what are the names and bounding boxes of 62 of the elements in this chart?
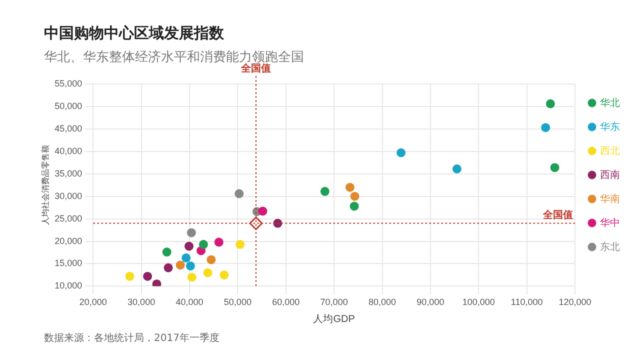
- x-tick-label: 70,000: [320, 297, 348, 308]
- y-tick-label: 45,000: [54, 123, 82, 134]
- x-tick-label: 120,000: [558, 297, 592, 308]
- point: [186, 261, 195, 270]
- point: [258, 206, 268, 216]
- legend-label: 华南: [600, 192, 620, 205]
- legend-label: 西北: [600, 144, 620, 157]
- y-tick-label: 35,000: [54, 168, 82, 178]
- ref-line-label: 全国值: [542, 208, 573, 221]
- y-tick-label: 30,000: [54, 190, 82, 201]
- legend-label: 华中: [600, 216, 620, 229]
- y-axis-title: 人均社会消费品零售额: [41, 145, 50, 226]
- point: [350, 202, 359, 211]
- point: [143, 272, 152, 281]
- x-tick-label: 20,000: [79, 297, 107, 308]
- y-tick-label: 20,000: [54, 236, 82, 246]
- point: [186, 228, 196, 238]
- point: [234, 189, 244, 198]
- point: [220, 270, 229, 280]
- y-tick-label: 50,000: [54, 100, 82, 111]
- legend-label: 华北: [600, 96, 620, 109]
- point: [396, 148, 406, 158]
- y-tick-label: 40,000: [54, 146, 82, 156]
- x-tick-label: 110,000: [510, 297, 543, 308]
- x-tick-label: 100,000: [462, 297, 495, 308]
- x-tick-label: 30,000: [128, 297, 156, 308]
- point: [184, 242, 194, 251]
- legend-label: 西南: [600, 168, 620, 181]
- point: [206, 255, 216, 264]
- y-tick-label: 55,000: [54, 78, 82, 88]
- x-tick-label: 90,000: [416, 297, 444, 308]
- y-tick-label: 10,000: [54, 280, 82, 291]
- x-tick-label: 80,000: [368, 297, 396, 308]
- point: [203, 268, 212, 278]
- point: [164, 263, 173, 272]
- legend-label: 东北: [600, 240, 620, 253]
- point: [152, 279, 162, 286]
- point: [550, 163, 560, 172]
- point: [320, 186, 330, 196]
- x-tick-label: 60,000: [272, 297, 300, 308]
- point: [345, 182, 354, 192]
- point: [176, 260, 185, 270]
- point: [546, 99, 555, 108]
- x-tick-label: 40,000: [176, 297, 204, 308]
- point: [350, 192, 360, 201]
- legend-label: 华东: [600, 120, 620, 133]
- point: [182, 253, 191, 262]
- point: [214, 238, 224, 247]
- point: [162, 248, 172, 257]
- source-note: 数据来源：各地统计局，2017年一季度: [44, 332, 220, 345]
- x-axis-title: 人均GDP: [313, 312, 356, 325]
- point: [198, 240, 208, 249]
- y-tick-label: 25,000: [54, 213, 82, 224]
- point: [187, 272, 196, 282]
- chart-title: 中国购物中心区域发展指数: [44, 24, 224, 43]
- point: [236, 240, 245, 249]
- point: [452, 164, 462, 174]
- y-tick-label: 15,000: [54, 258, 82, 268]
- point: [541, 123, 550, 132]
- ref-line-label: 全国值: [240, 62, 271, 75]
- x-tick-label: 50,000: [224, 297, 252, 308]
- point: [125, 272, 134, 281]
